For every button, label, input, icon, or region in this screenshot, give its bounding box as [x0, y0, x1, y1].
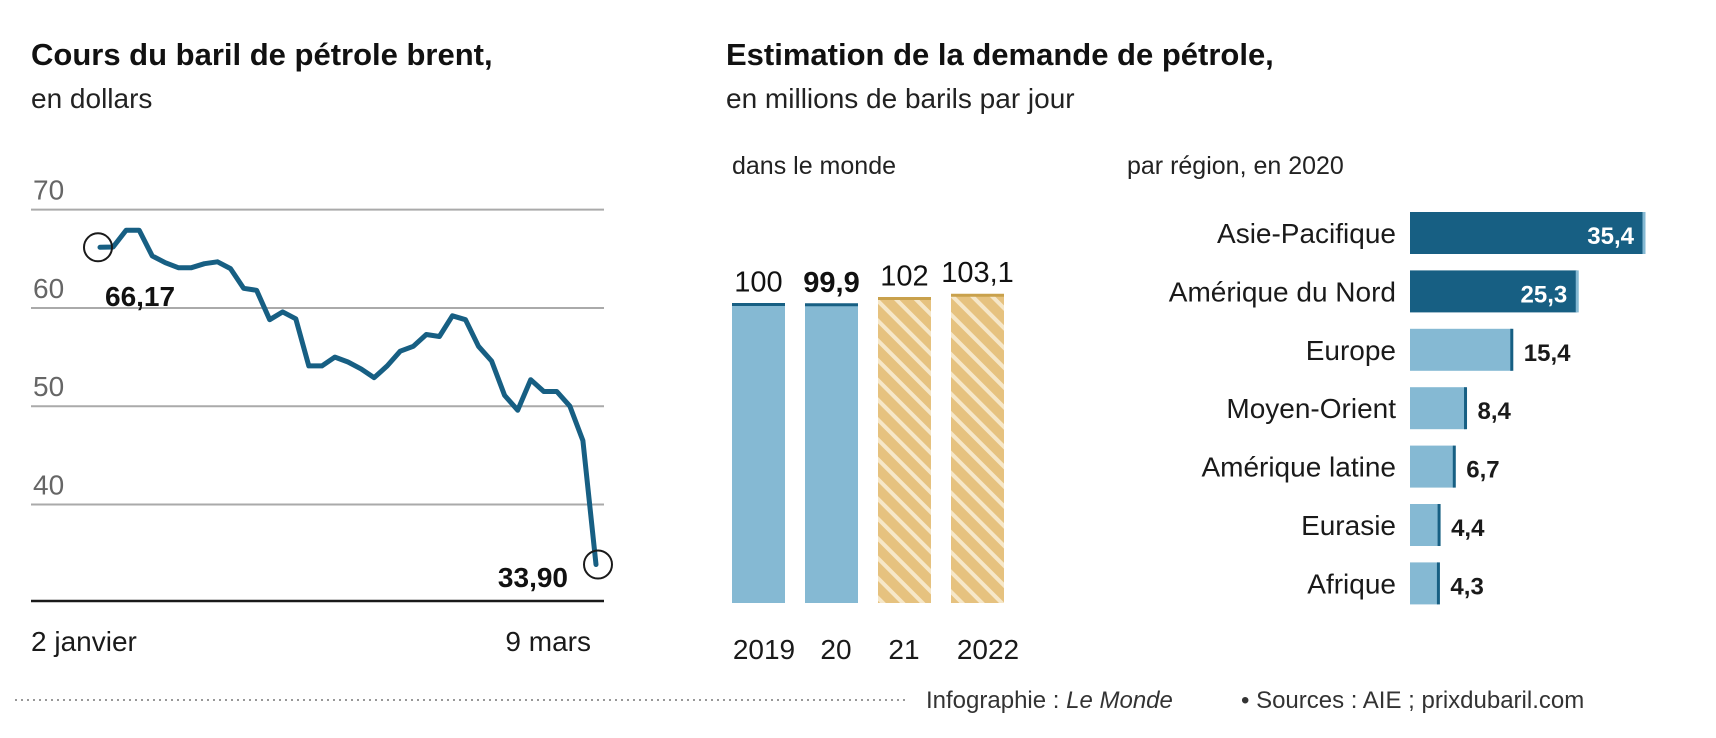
demand-subtitle: en millions de barils par jour — [726, 83, 1075, 114]
x-label-end: 9 mars — [505, 626, 591, 657]
world-bar — [878, 298, 931, 603]
region-value: 8,4 — [1478, 398, 1512, 425]
region-value: 15,4 — [1524, 340, 1571, 367]
brent-price-line — [97, 227, 599, 567]
world-category-label: 21 — [888, 634, 919, 665]
world-bar-value: 103,1 — [941, 257, 1014, 289]
world-bar — [951, 295, 1004, 603]
demand-title: Estimation de la demande de pétrole, — [726, 37, 1274, 72]
region-label: Amérique du Nord — [1169, 276, 1396, 307]
world-bar-value: 99,9 — [803, 267, 859, 299]
world-bar-value: 102 — [880, 261, 928, 293]
region-value: 35,4 — [1587, 223, 1634, 250]
world-bar — [805, 304, 858, 603]
region-bar — [1410, 504, 1440, 546]
world-bars: 100 2019 99,9 20 102 21 103,1 2022 — [732, 257, 1019, 665]
region-value: 4,4 — [1451, 515, 1485, 542]
x-label-start: 2 janvier — [31, 626, 137, 657]
footer-credit: Infographie : Le Monde — [926, 687, 1173, 714]
start-value-label: 66,17 — [105, 281, 175, 312]
world-category-label: 2019 — [733, 634, 795, 665]
footer-sources: • Sources : AIE ; prixdubaril.com — [1241, 687, 1584, 714]
brent-gridlines — [31, 208, 604, 506]
end-value-label: 33,90 — [498, 562, 568, 593]
region-bar — [1410, 328, 1512, 371]
region-value: 4,3 — [1450, 573, 1483, 600]
brent-title: Cours du baril de pétrole brent, — [31, 37, 493, 72]
world-bar — [732, 304, 785, 603]
region-bar — [1410, 445, 1455, 488]
end-point-marker — [583, 549, 613, 580]
region-label: Moyen-Orient — [1226, 393, 1396, 424]
region-label: Afrique — [1307, 568, 1396, 599]
world-bar-value: 100 — [734, 267, 782, 299]
brent-y-ticks: 70 60 50 40 — [33, 175, 64, 501]
region-label: Europe — [1306, 335, 1396, 366]
world-section-label: dans le monde — [732, 152, 896, 180]
region-value: 25,3 — [1521, 281, 1568, 308]
world-category-label: 20 — [820, 634, 851, 665]
y-tick-label: 40 — [33, 470, 64, 501]
region-label: Asie-Pacifique — [1217, 218, 1396, 249]
world-category-label: 2022 — [957, 634, 1019, 665]
brent-subtitle: en dollars — [31, 83, 152, 114]
region-label: Amérique latine — [1201, 452, 1396, 483]
region-section-label: par région, en 2020 — [1127, 152, 1344, 180]
regional-demand-chart: par région, en 2020 Asie-Pacifique 35,4 Am… — [1127, 152, 1646, 605]
region-bar — [1410, 387, 1466, 430]
region-bar — [1410, 212, 1644, 254]
y-tick-label: 50 — [33, 371, 64, 402]
region-bar — [1410, 562, 1439, 605]
region-value: 6,7 — [1466, 457, 1499, 484]
y-tick-label: 70 — [33, 175, 64, 206]
footer-credit-prefix: Infographie : — [926, 687, 1066, 714]
region-label: Eurasie — [1301, 510, 1396, 541]
y-tick-label: 60 — [33, 273, 64, 304]
brent-chart: Cours du baril de pétrole brent, en doll… — [31, 37, 613, 657]
region-bars: Asie-Pacifique 35,4 Amérique du Nord 25,3 Eu… — [1169, 212, 1646, 605]
region-bar — [1410, 270, 1578, 313]
world-demand-chart: dans le monde 100 2019 99,9 20 102 21 103,1 202… — [732, 152, 1019, 665]
footer-credit-source: Le Monde — [1066, 687, 1173, 714]
start-point-marker — [83, 232, 113, 263]
